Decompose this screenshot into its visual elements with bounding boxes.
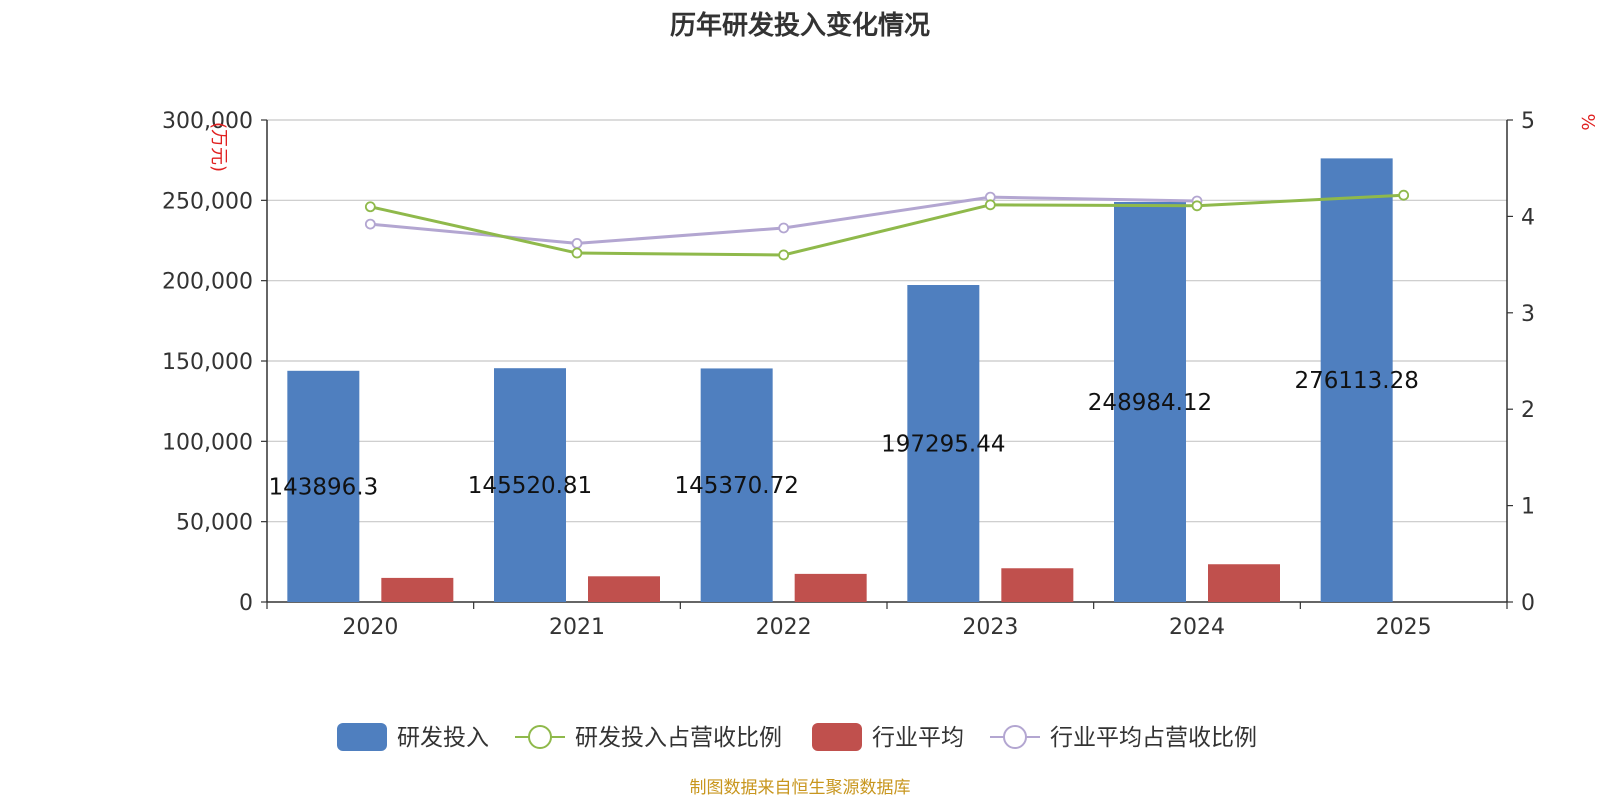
bar-data-label: 145520.81 — [468, 473, 592, 499]
right-axis-unit-label: % — [1577, 113, 1598, 130]
x-axis-tick-label: 2022 — [756, 615, 812, 640]
bar-data-label: 143896.3 — [268, 474, 378, 500]
left-axis-tick-label: 100,000 — [162, 430, 253, 455]
point-industry-ratio — [364, 218, 376, 230]
left-axis-tick-label: 300,000 — [162, 109, 253, 134]
x-axis-tick-label: 2021 — [549, 615, 605, 640]
source-note: 制图数据来自恒生聚源数据库 — [690, 778, 911, 798]
point-rd-ratio — [364, 201, 376, 213]
legend-label: 研发投入占营收比例 — [575, 725, 782, 751]
grid-layer — [267, 119, 1507, 523]
legend-swatch-marker — [1003, 725, 1027, 749]
legend: 研发投入 研发投入占营收比例 行业平均 行业平均占营收比例 — [337, 723, 1257, 751]
bar-rd-investment — [907, 285, 980, 602]
left-axis-tick-label: 200,000 — [162, 270, 253, 295]
bar-industry-average — [588, 576, 660, 602]
left-axis-unit-label: (万元) — [208, 122, 229, 172]
point-industry-ratio — [778, 222, 790, 234]
point-rd-ratio — [778, 249, 790, 261]
bar-rd-investment — [287, 370, 360, 602]
data-label-layer: 143896.3 145520.81 145370.72 197295.44 24898… — [268, 368, 1418, 500]
chart-title: 历年研发投入变化情况 — [670, 10, 930, 41]
legend-label: 行业平均 — [872, 725, 964, 751]
line-rd-ratio — [370, 193, 1404, 257]
left-axis-tick-label: 150,000 — [162, 350, 253, 375]
right-axis-tick-label: 2 — [1521, 398, 1535, 423]
bar-industry-average — [1001, 568, 1074, 602]
left-axis-tick-label: 250,000 — [162, 189, 253, 214]
legend-label: 行业平均占营收比例 — [1050, 725, 1257, 751]
bar-layer — [287, 158, 1393, 602]
x-axis-tick-label: 2020 — [342, 615, 398, 640]
legend-swatch-bar — [337, 723, 387, 751]
point-industry-ratio — [571, 237, 583, 249]
legend-swatch-bar — [812, 723, 862, 751]
point-rd-ratio — [1191, 200, 1203, 212]
point-rd-ratio — [571, 247, 583, 259]
bar-industry-average — [794, 573, 867, 602]
bar-data-label: 197295.44 — [881, 432, 1005, 458]
point-rd-ratio — [1398, 189, 1410, 201]
x-axis-tick-label: 2023 — [962, 615, 1018, 640]
legend-label: 研发投入 — [397, 725, 489, 751]
left-axis-tick-label: 50,000 — [176, 511, 253, 536]
right-axis-tick-label: 0 — [1521, 591, 1535, 616]
bar-industry-average — [1208, 564, 1280, 602]
right-axis-tick-label: 1 — [1521, 495, 1535, 520]
x-axis-tick-label: 2025 — [1376, 615, 1432, 640]
bar-rd-investment — [1114, 201, 1186, 602]
bar-rd-investment — [1320, 158, 1393, 602]
right-axis-tick-label: 4 — [1521, 205, 1535, 230]
bar-rd-investment — [700, 368, 773, 602]
right-axis-tick-label: 3 — [1521, 302, 1535, 327]
axis-layer: 0 50,000 100,000 150,000 200,000 250,000 300,0… — [162, 109, 1535, 640]
right-axis-tick-label: 5 — [1521, 109, 1535, 134]
bar-data-label: 145370.72 — [674, 473, 798, 499]
bar-data-label: 248984.12 — [1088, 390, 1212, 416]
bar-rd-investment — [494, 368, 566, 602]
point-rd-ratio — [984, 199, 996, 211]
left-axis-tick-label: 0 — [239, 591, 253, 616]
x-axis-tick-label: 2024 — [1169, 615, 1225, 640]
bar-industry-average — [381, 577, 454, 602]
line-layer — [364, 189, 1410, 261]
legend-swatch-marker — [528, 725, 552, 749]
bar-data-label: 276113.28 — [1294, 368, 1418, 394]
